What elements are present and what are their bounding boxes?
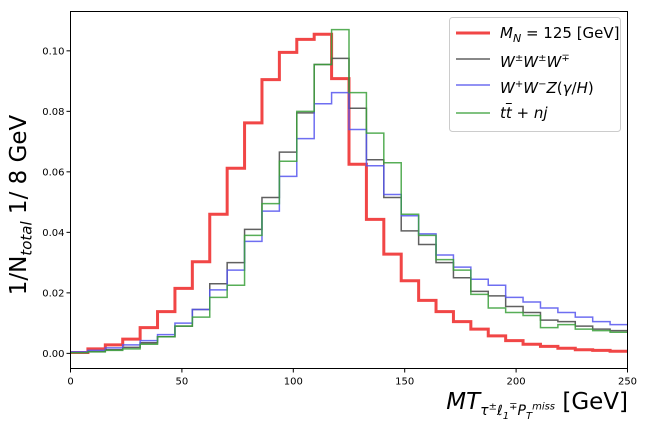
legend [449,17,621,132]
y-axis-label-sub: total [17,221,36,256]
y-tick-label: 0.04 [42,228,64,239]
legend-label-www: W±W±W∓ [500,53,570,71]
legend-label-ttbar: tt + nj [500,104,548,122]
x-axis-label-sub: τ±ℓ1∓PTmiss [480,400,556,422]
legend-label-signal: MN = 125 [GeV] [500,24,620,48]
y-axis-label-prefix: 1/N [6,255,32,296]
y-tick-label: 0.02 [42,288,64,299]
y-tick-label: 0.06 [42,167,64,178]
legend-box [449,17,621,132]
series-line-3 [70,91,628,353]
x-tick-label: 50 [176,377,189,388]
y-axis-label: 1/Ntotal 1/ 8 GeV [4,95,36,315]
legend-label-www-w1: W [500,53,515,71]
legend-label-wwz-w1: W [500,79,515,97]
x-axis-ticks: 0 50 100 150 200 250 [67,368,637,388]
legend-label-wwz: W+W−Z(γ/H) [500,79,594,97]
series-line-4 [70,28,628,354]
plot-frame [70,11,628,369]
x-tick-label: 0 [67,377,73,388]
x-axis-label: MTτ±ℓ1∓PTmiss [GeV] [446,384,628,422]
y-tick-label: 0.10 [42,46,64,57]
legend-label-signal-main: M [500,24,513,42]
y-axis-label-suffix: 1/ 8 GeV [6,114,32,222]
y-axis-ticks: 0.00 0.02 0.04 0.06 0.08 0.10 [42,46,71,360]
x-axis-label-prefix: MT [446,389,481,415]
x-tick-label: 250 [618,377,637,388]
series-layer [70,28,628,354]
x-axis-label-unit: [GeV] [555,389,628,415]
y-tick-label: 0.08 [42,107,64,118]
x-tick-label: 100 [284,377,303,388]
x-tick-label: 200 [507,377,526,388]
y-tick-label: 0.00 [42,349,64,360]
x-tick-label: 150 [395,377,414,388]
legend-label-ttbar-t1: t [500,104,506,122]
legend-label-signal-sub: N [512,32,522,45]
legend-label-signal-rest: = 125 [GeV] [521,24,620,42]
